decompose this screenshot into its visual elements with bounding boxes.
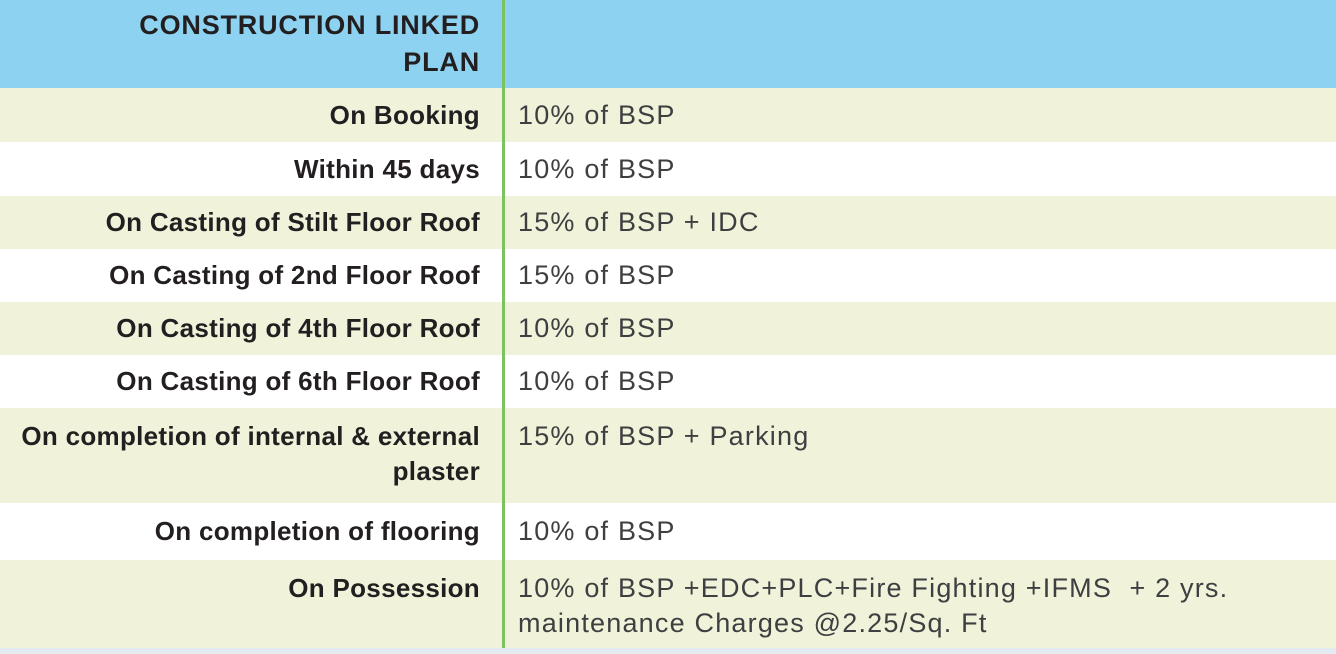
table-row: On Booking 10% of BSP [0,88,1336,142]
table-row: On completion of internal & external pla… [0,408,1336,503]
payment-value: 10% of BSP [518,516,676,546]
table-header-row: CONSTRUCTION LINKED PLAN [0,0,1336,88]
payment-value: 10% of BSP [518,313,676,343]
table-row: On Casting of 6th Floor Roof 10% of BSP [0,355,1336,408]
milestone-label: On Casting of 4th Floor Roof [116,313,480,343]
payment-value: 10% of BSP [518,366,676,396]
table-bottom-border [0,648,1336,654]
table-row: On completion of flooring 10% of BSP [0,503,1336,560]
payment-value: 15% of BSP + Parking [518,421,810,451]
payment-value: 15% of BSP + IDC [518,207,760,237]
table-row: Within 45 days 10% of BSP [0,142,1336,196]
table-row: On Possession 10% of BSP +EDC+PLC+Fire F… [0,560,1336,648]
table-row: On Casting of 4th Floor Roof 10% of BSP [0,302,1336,355]
table-row: On Casting of 2nd Floor Roof 15% of BSP [0,249,1336,302]
milestone-label: On Booking [329,99,480,130]
milestone-label: On completion of internal & external pla… [21,421,480,486]
header-title-cell: CONSTRUCTION LINKED PLAN [0,0,502,88]
payment-value: 10% of BSP +EDC+PLC+Fire Fighting +IFMS … [518,573,1238,638]
milestone-label: On Possession [288,573,480,603]
milestone-label: On completion of flooring [154,516,480,546]
milestone-label: Within 45 days [293,153,480,184]
header-empty-cell [502,0,1336,88]
table-row: On Casting of Stilt Floor Roof 15% of BS… [0,196,1336,249]
payment-value: 15% of BSP [518,260,676,290]
payment-value: 10% of BSP [518,153,676,184]
payment-value: 10% of BSP [518,99,676,130]
milestone-label: On Casting of 2nd Floor Roof [109,260,480,290]
milestone-label: On Casting of Stilt Floor Roof [105,207,480,237]
table-title: CONSTRUCTION LINKED PLAN [139,10,480,77]
milestone-label: On Casting of 6th Floor Roof [116,366,480,396]
